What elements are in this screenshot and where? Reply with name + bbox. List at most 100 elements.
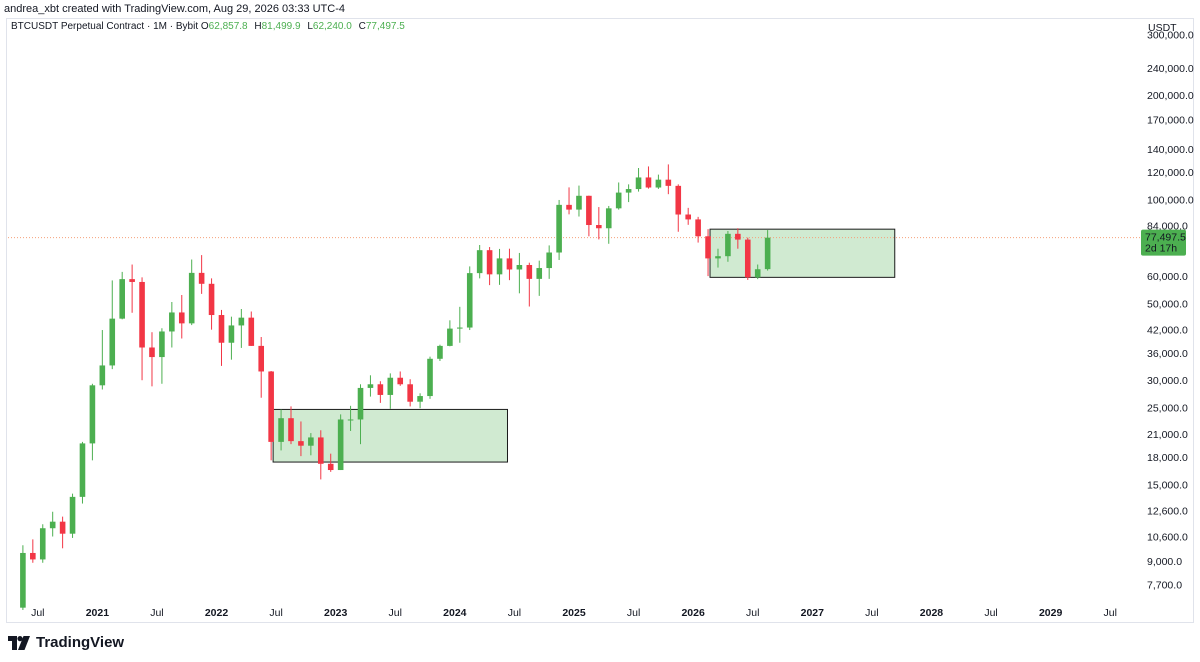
candle (109, 280, 116, 370)
candle (744, 237, 751, 280)
candle-body (119, 279, 125, 319)
candle (30, 539, 36, 563)
candle-body (288, 418, 294, 442)
candle (556, 199, 562, 260)
candle-body (188, 272, 195, 324)
price-axis[interactable]: USDT 300,000.0 240,000.0 200,000.0 170,000.… (1147, 22, 1194, 592)
candle (496, 248, 503, 285)
chart-pane[interactable] (6, 18, 1194, 623)
time-axis[interactable]: Jul 2021 Jul 2022 Jul 2023 Jul 2024 Jul 2025 Jul 20… (31, 607, 1117, 619)
candle-body (695, 219, 701, 237)
candle-body (169, 312, 175, 332)
chart-caption: andrea_xbt created with TradingView.com,… (4, 3, 346, 15)
candle (665, 164, 672, 195)
high-value: 81,499.9 (261, 21, 301, 32)
candle (228, 316, 235, 360)
price-tick-label: 7,700.0 (1147, 580, 1182, 592)
candle-body (665, 179, 672, 186)
candle-body (466, 273, 473, 328)
bar-countdown: 2d 17h (1145, 243, 1177, 255)
candle-body (397, 377, 404, 385)
candle (615, 182, 622, 210)
symbol-legend[interactable]: BTCUSDT Perpetual Contract · 1M · Bybit … (11, 21, 409, 32)
price-tick-label: 140,000.0 (1147, 144, 1194, 156)
candle (685, 207, 691, 225)
candles-layer (20, 164, 771, 610)
candle-body (645, 177, 652, 188)
candle-body (258, 345, 265, 372)
candle-body (317, 437, 324, 464)
candle-body (30, 552, 36, 560)
candle-body (337, 419, 344, 471)
candle-body (754, 269, 761, 278)
price-tick-label: 15,000.0 (1147, 479, 1188, 491)
time-tick-label: 2028 (920, 607, 944, 619)
price-tick-label: 18,000.0 (1147, 452, 1188, 464)
candle (586, 195, 592, 237)
candle-body (576, 195, 582, 210)
time-tick-label: Jul (865, 607, 878, 619)
price-axis-currency: USDT (1148, 22, 1177, 34)
candle (99, 330, 106, 390)
candle (466, 266, 473, 331)
candle (715, 248, 721, 268)
time-tick-label: 2025 (562, 607, 586, 619)
candle (208, 278, 215, 330)
close-label: C (358, 21, 366, 32)
last-price-value: 77,497.5 (1145, 232, 1186, 244)
candle-body (635, 177, 642, 190)
candle (506, 248, 513, 281)
tradingview-logo-text: TradingView (36, 634, 125, 651)
candle-body (377, 384, 384, 395)
candle-body (437, 345, 443, 359)
candle-body (357, 387, 364, 420)
candle (377, 381, 384, 403)
time-tick-label: 2024 (443, 607, 467, 619)
time-tick-label: Jul (150, 607, 163, 619)
low-label: L (307, 21, 313, 32)
open-value: 62,857.8 (208, 21, 248, 32)
candle (397, 371, 404, 386)
price-tick-label: 60,000.0 (1147, 271, 1188, 283)
candle-body (178, 312, 185, 324)
candle (427, 356, 433, 399)
candle (566, 187, 572, 215)
zone-rect-1 (272, 408, 508, 463)
candle (635, 168, 642, 192)
candle-body (596, 225, 602, 229)
candle (79, 441, 86, 504)
candle (546, 245, 552, 279)
candle-body (427, 358, 433, 397)
candle-body (566, 204, 572, 210)
candle-body (367, 384, 374, 388)
time-tick-label: 2021 (86, 607, 110, 619)
candle-body (79, 443, 86, 497)
candle (764, 230, 771, 271)
candle-body (715, 256, 721, 259)
candle (39, 524, 46, 563)
candle-body (476, 250, 483, 274)
candle (754, 264, 761, 280)
candle-body (486, 250, 493, 275)
time-tick-label: Jul (627, 607, 640, 619)
price-tick-label: 240,000.0 (1147, 63, 1194, 75)
candle (447, 320, 453, 347)
candle-body (238, 317, 245, 326)
tradingview-logo[interactable]: TradingView (8, 634, 124, 651)
candle (69, 493, 76, 538)
candle (119, 271, 125, 320)
candle (337, 414, 344, 471)
last-price-tag: 77,497.5 2d 17h (1141, 229, 1186, 256)
candle-body (387, 377, 394, 395)
candle-body (615, 192, 622, 209)
candle (169, 301, 175, 348)
candle-body (685, 214, 691, 220)
time-tick-label: 2026 (681, 607, 705, 619)
candle-body (705, 236, 711, 259)
candle (605, 205, 612, 244)
candle (347, 405, 354, 431)
time-tick-label: Jul (1103, 607, 1116, 619)
candle-body (49, 521, 56, 529)
candle-body (327, 463, 334, 471)
